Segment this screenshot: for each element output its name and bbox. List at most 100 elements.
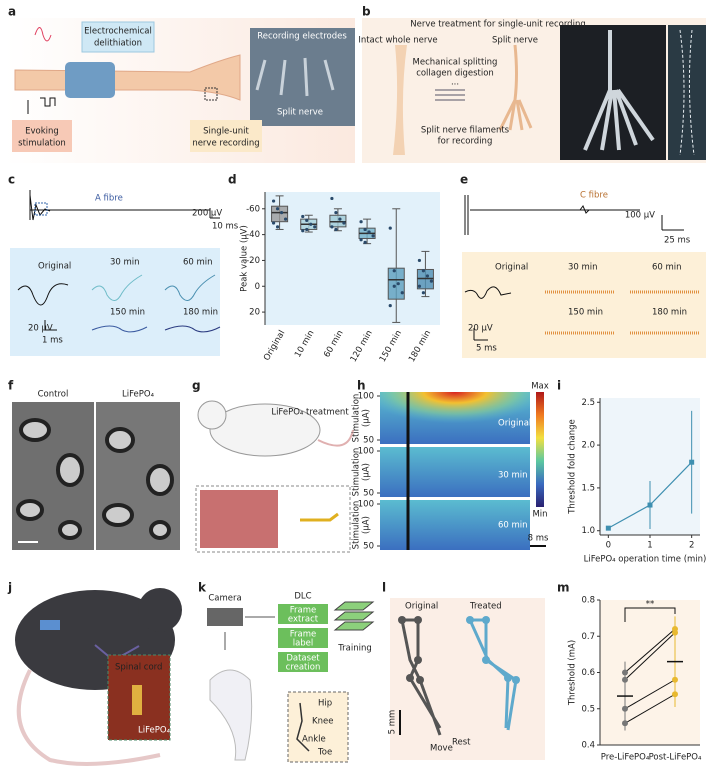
scale-label: 5 mm: [388, 710, 398, 735]
point: [301, 214, 305, 219]
split-nerve: [498, 44, 533, 131]
camera: [207, 608, 243, 626]
point: [421, 291, 426, 295]
label: Frame: [290, 606, 316, 616]
scale-bar: [209, 208, 220, 219]
wave: [34, 27, 52, 42]
label: 60 min: [183, 258, 213, 268]
label: Toe: [317, 748, 332, 758]
point: [672, 629, 678, 636]
trace: [91, 325, 148, 333]
point: [271, 221, 276, 225]
point: [605, 525, 611, 531]
point: [334, 227, 338, 232]
leg: [209, 669, 253, 761]
point: [417, 284, 422, 288]
y-tick-label: 2.5: [581, 398, 595, 408]
point: [363, 227, 367, 232]
point: [672, 691, 678, 698]
skeleton-box: [287, 691, 349, 763]
y-tick-label: 0.8: [581, 596, 595, 606]
photo: [250, 28, 355, 126]
axons: [16, 418, 174, 540]
label: Evoking: [25, 127, 59, 137]
point: [421, 269, 426, 273]
panel-label: c: [8, 173, 15, 187]
x-tick-label: Pre-LiFePO₄: [601, 753, 650, 763]
x-tick-label: 60 min: [322, 329, 345, 360]
skeleton: [296, 702, 310, 752]
trace: [91, 274, 143, 301]
joints: [466, 616, 520, 684]
label: 60 min: [498, 521, 528, 531]
scale-label: 10 ms: [212, 222, 239, 232]
label: Electrochemical: [84, 27, 152, 37]
label: 150 min: [110, 308, 145, 318]
point: [425, 274, 430, 278]
pair-line: [624, 632, 676, 681]
stim-pulse: [27, 97, 56, 114]
step: [278, 604, 328, 624]
zoom-box: [34, 202, 48, 216]
label: extract: [288, 615, 319, 625]
title: Nerve treatment for single-unit recordin…: [410, 20, 585, 30]
point: [305, 218, 309, 223]
box: [12, 120, 72, 152]
label: Ankle: [302, 735, 326, 745]
label: Original: [405, 602, 438, 612]
x-tick-label: 180 min: [407, 329, 433, 364]
device: [40, 620, 60, 630]
x-tick-label: 2: [689, 541, 694, 551]
trace: [164, 274, 216, 301]
box: [271, 205, 289, 223]
trace: [464, 195, 640, 235]
point: [334, 211, 338, 215]
label: Single-unit: [203, 127, 249, 137]
label: DLC: [294, 592, 311, 602]
electrodes: [255, 57, 335, 97]
heatmap: [380, 500, 530, 550]
point: [367, 230, 371, 234]
point: [396, 282, 400, 286]
y-tick-label: -20: [246, 256, 260, 266]
pair-line: [624, 693, 676, 724]
mouse-head: [138, 588, 182, 632]
panel-label: l: [382, 581, 386, 595]
nerve: [393, 45, 407, 155]
point: [672, 676, 678, 683]
plot-bg: [265, 192, 440, 325]
label: creation: [286, 663, 321, 673]
panel-label: k: [198, 581, 207, 595]
y-tick-label: 100: [358, 500, 374, 510]
label: Move: [430, 744, 453, 754]
y-tick-label: 100: [358, 392, 374, 402]
label: stimulation: [18, 139, 66, 149]
point: [338, 217, 342, 221]
point: [309, 222, 313, 226]
point: [271, 199, 276, 203]
label: ...: [451, 78, 459, 88]
label: Treated: [469, 602, 502, 612]
axis-label: (μA): [362, 409, 372, 427]
inset: [195, 485, 351, 553]
device: [300, 512, 339, 522]
label: 180 min: [183, 308, 218, 318]
y-tick-label: 0: [255, 282, 260, 292]
point: [417, 258, 422, 263]
scale-bar: [44, 320, 57, 331]
photo: [200, 490, 278, 548]
scale-bar: [473, 328, 488, 341]
panel-label: m: [557, 581, 570, 595]
label: 60 min: [652, 263, 682, 273]
arrow: [224, 616, 275, 650]
label: label: [293, 639, 314, 649]
label: Split nerve: [277, 108, 323, 118]
point: [388, 226, 392, 230]
point: [342, 221, 346, 225]
label: Max: [531, 382, 549, 392]
label: C fibre: [580, 191, 608, 201]
label: Mechanical splitting: [413, 58, 498, 68]
label: Original: [498, 419, 531, 429]
point: [622, 676, 628, 683]
scale-label: 100 μV: [625, 211, 655, 221]
